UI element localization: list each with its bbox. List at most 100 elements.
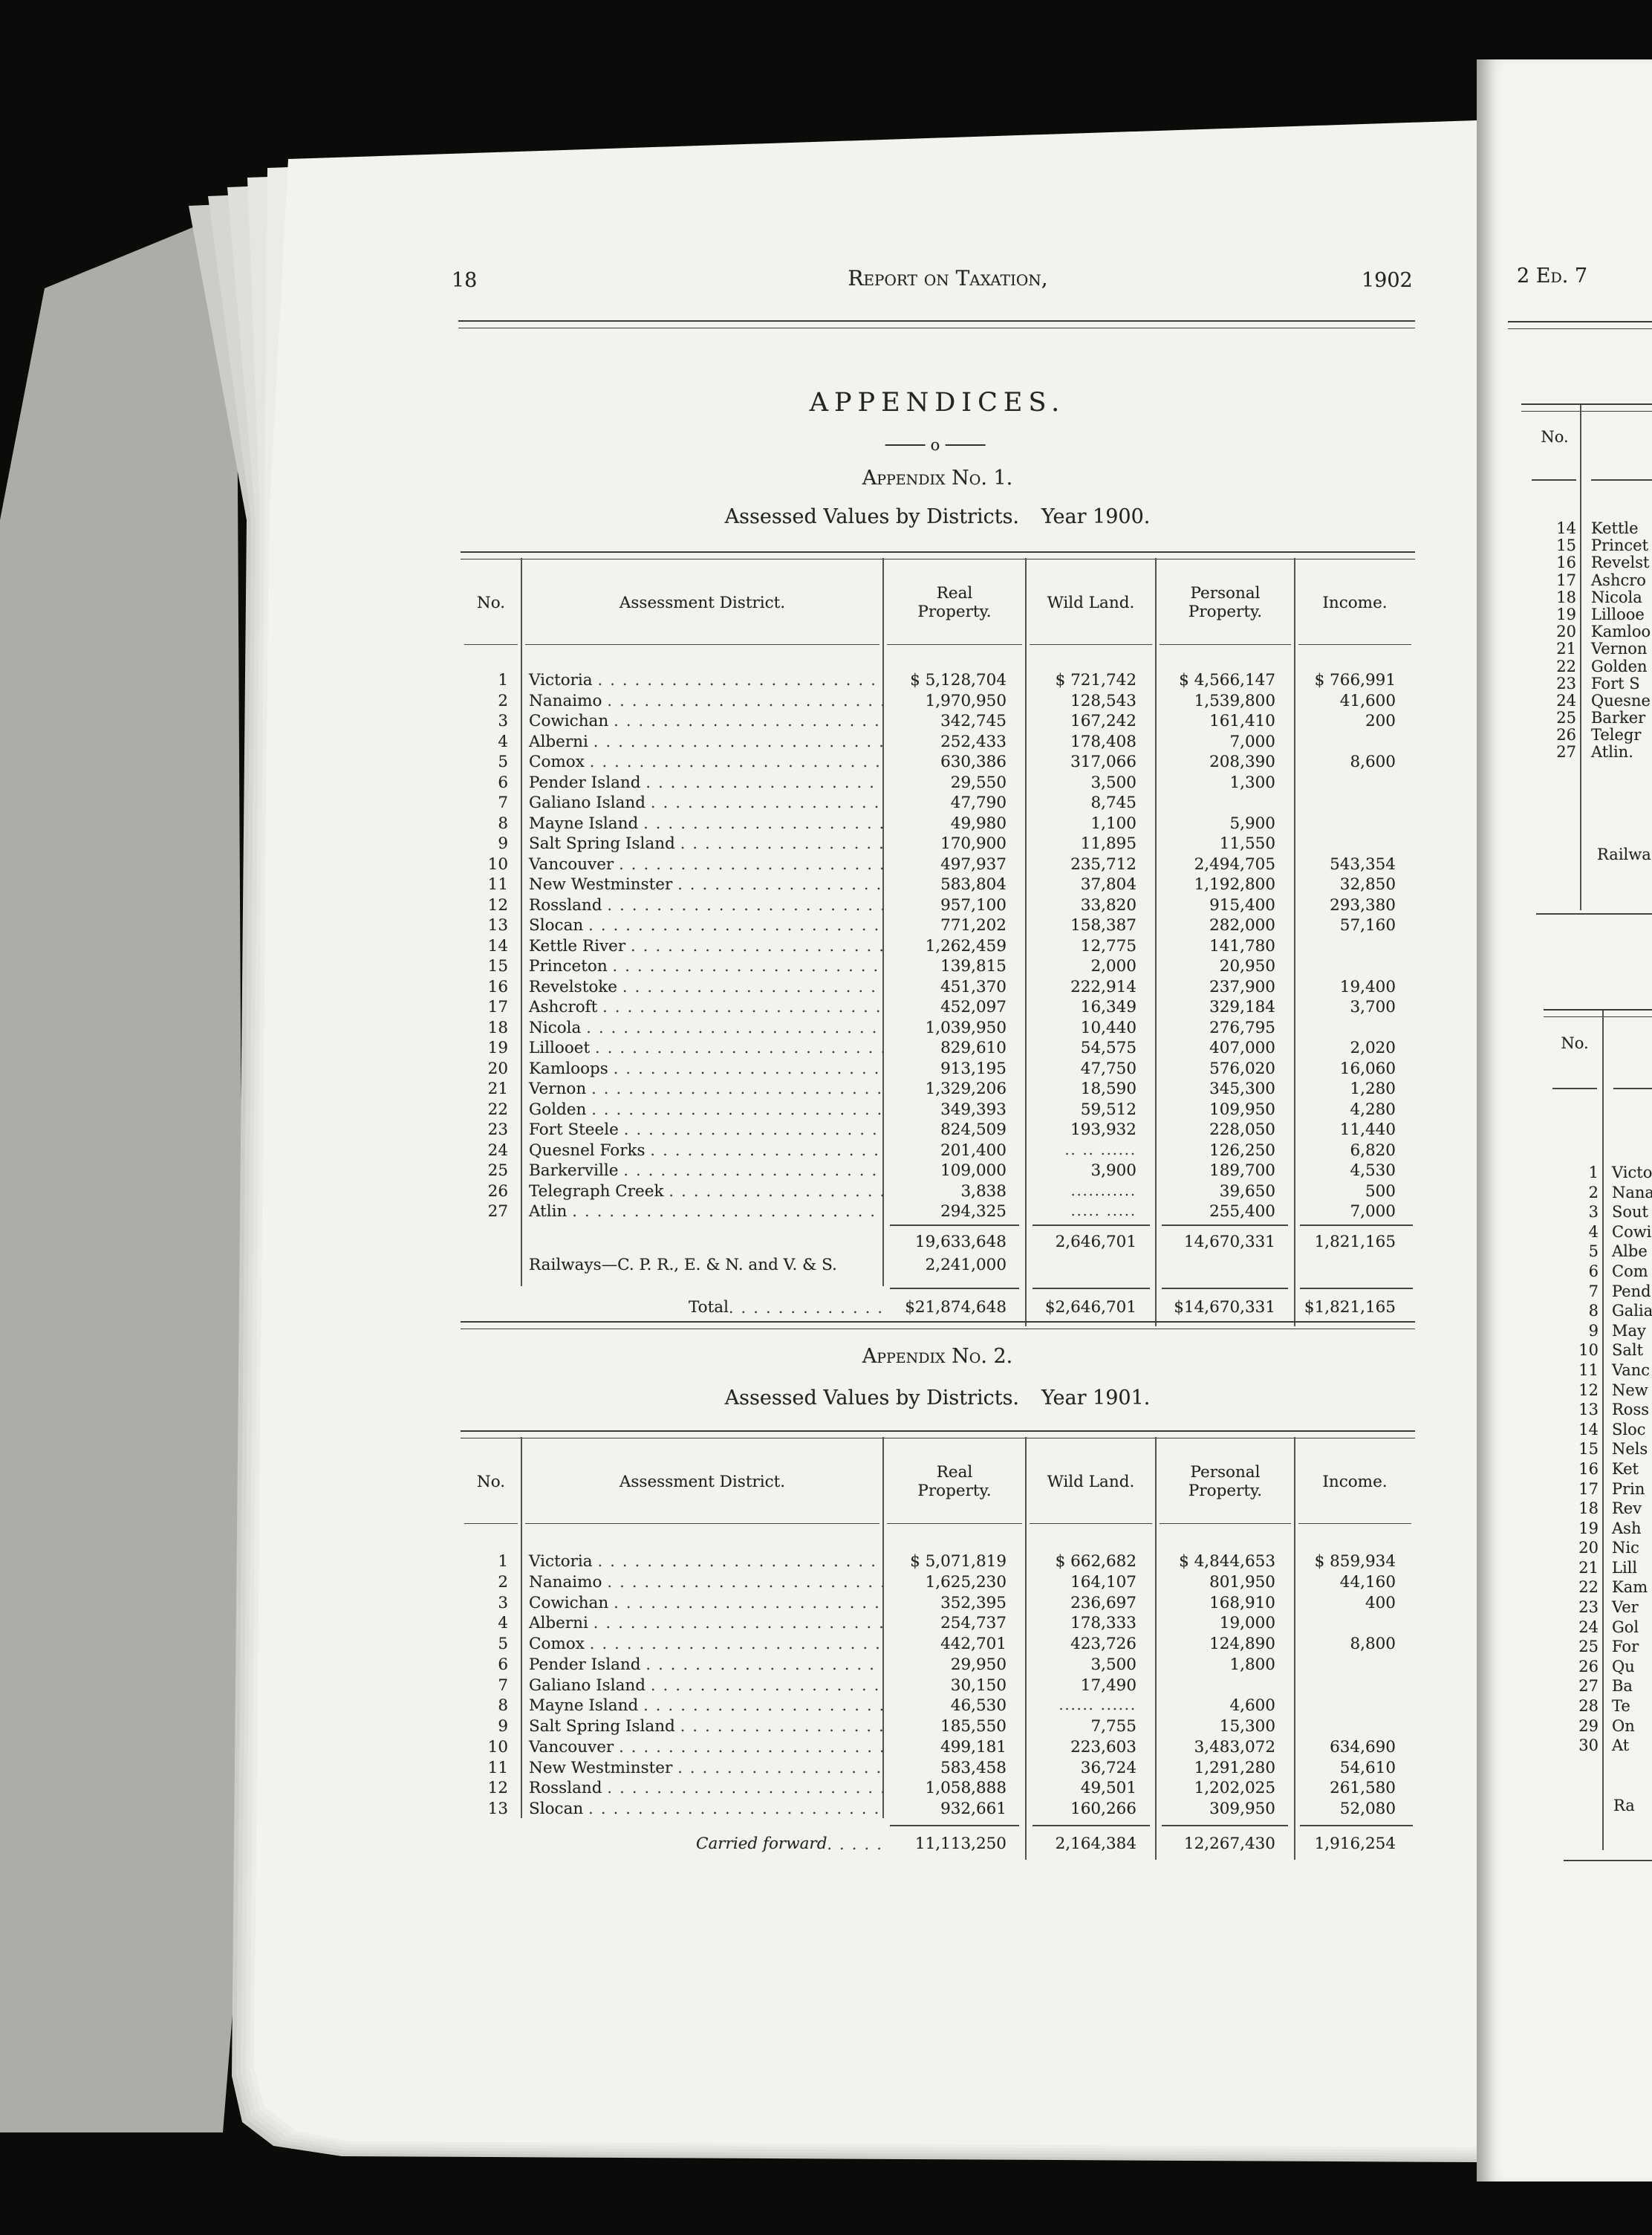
- table-row: 12 New: [1515, 1381, 1652, 1401]
- cell-no: 5: [498, 1635, 508, 1653]
- cell-district: Kamloops: [521, 1059, 883, 1080]
- dot-leader: [608, 691, 883, 712]
- table-row: 23 Fort S: [1515, 675, 1652, 692]
- cell-no: 10: [487, 854, 508, 874]
- cell-no: 8: [498, 1696, 508, 1716]
- cell-district: Nana: [1612, 1183, 1652, 1201]
- appendix1-subheading: Assessed Values by Districts. Year 1900.: [724, 505, 1151, 528]
- cell-wild: $ 662,682: [1055, 1552, 1136, 1571]
- cell-real: $ 5,071,819: [910, 1552, 1007, 1571]
- cell-district: Nels: [1612, 1440, 1648, 1459]
- right-upper-table-top-rule: [1521, 403, 1652, 412]
- cell-wild: 3,900: [1090, 1161, 1136, 1180]
- cell-no: 10: [1578, 1341, 1599, 1360]
- dot-leader: [594, 1613, 883, 1634]
- cell-district: Slocan: [521, 915, 883, 936]
- table-row: 25 Barker: [1515, 709, 1652, 727]
- table-body: 1 Victoria $ 5,071,819 $ 662,682 $ 4,844,653…: [461, 1551, 1415, 1820]
- cell-income: 634,690: [1330, 1737, 1396, 1756]
- right-upper-table-body: 14 Kettle 15 Princet 16 Revelst 17 Ashcro 18 Nico…: [1515, 519, 1652, 762]
- cell-personal: 4,600: [1229, 1696, 1275, 1716]
- cell-wild: 2,000: [1090, 957, 1136, 976]
- cell-no: 1: [1588, 1164, 1599, 1181]
- cell-wild: 1,100: [1090, 814, 1136, 833]
- cell-district: Ashcro: [1591, 571, 1646, 589]
- table-row: 21 Lill: [1515, 1558, 1652, 1578]
- dot-leader: [608, 1572, 883, 1593]
- cell-income: 8,800: [1350, 1635, 1396, 1653]
- subtotal-income: 1,821,165: [1314, 1233, 1396, 1251]
- cell-personal: 915,400: [1209, 895, 1275, 915]
- table-header-row: No. Assessment District. Real Property. …: [461, 560, 1415, 645]
- cell-no: 25: [1578, 1638, 1599, 1656]
- cell-district: Lill: [1612, 1558, 1638, 1577]
- dot-leader: [591, 1100, 883, 1120]
- cell-no: 6: [1588, 1262, 1599, 1280]
- cell-district: Princet: [1591, 536, 1649, 555]
- cell-no: 15: [487, 957, 508, 976]
- column-header-personal-property: Personal Property.: [1156, 1439, 1295, 1524]
- cell-real: 46,530: [950, 1696, 1007, 1716]
- cell-district: Com: [1612, 1262, 1648, 1280]
- cell-real: 109,000: [940, 1161, 1007, 1180]
- table-row: 4 Alberni 252,433 178,408 7,000: [461, 732, 1415, 753]
- table-row: 27 Atlin.: [1515, 744, 1652, 761]
- head-rule: [458, 320, 1415, 328]
- column-rule: [1294, 1437, 1295, 1860]
- cell-district: Cowichan: [521, 711, 883, 732]
- cell-no: 23: [487, 1120, 508, 1139]
- cell-no: 20: [487, 1059, 508, 1078]
- table-row: 13 Slocan 932,661 160,266 309,950 52,080: [461, 1799, 1415, 1820]
- dot-leader: [614, 1593, 883, 1614]
- cell-wild: .. .. ......: [1064, 1141, 1136, 1158]
- table-row: 6 Pender Island 29,950 3,500 1,800: [461, 1655, 1415, 1676]
- cell-real: 497,937: [940, 854, 1007, 874]
- dot-leader: [827, 1833, 883, 1855]
- cell-income: 293,380: [1330, 895, 1396, 915]
- cell-no: 13: [487, 916, 508, 935]
- table-row: 9 May: [1515, 1321, 1652, 1341]
- cell-district: Cowi: [1612, 1222, 1652, 1241]
- railways-row: Railways—C. P. R., E. & N. and V. & S. 2…: [461, 1255, 1415, 1276]
- dot-leader: [619, 854, 883, 875]
- cell-district: Princeton: [521, 956, 883, 977]
- table-row: 14 Kettle River 1,262,459 12,775 141,780: [461, 936, 1415, 957]
- cell-no: 3: [498, 1593, 508, 1612]
- appendix2-year: Year 1901.: [1041, 1386, 1151, 1410]
- table-row: 20 Kamloo: [1515, 623, 1652, 640]
- cell-district: Comox: [521, 1634, 883, 1655]
- railways-label-partial: Railwa: [1597, 846, 1651, 863]
- dot-leader: [614, 711, 883, 732]
- dot-leader: [588, 915, 883, 936]
- cell-wild: 33,820: [1080, 895, 1136, 915]
- cell-real: 201,400: [940, 1141, 1007, 1160]
- cell-no: 23: [1556, 674, 1576, 692]
- dot-leader: [651, 1676, 883, 1696]
- cell-wild: ...........: [1070, 1182, 1136, 1199]
- cell-wild: 54,575: [1080, 1039, 1136, 1057]
- cell-no: 7: [498, 1676, 508, 1695]
- cell-personal: 19,000: [1219, 1614, 1275, 1633]
- cell-personal: $ 4,844,653: [1179, 1552, 1275, 1571]
- cell-real: 1,262,459: [925, 936, 1007, 956]
- cell-wild: 18,590: [1080, 1080, 1136, 1098]
- table-row: 12 Rossland 957,100 33,820 915,400 293,380: [461, 895, 1415, 916]
- cell-no: 9: [498, 834, 508, 853]
- cell-wild: 8,745: [1090, 794, 1136, 812]
- table-row: 13 Slocan 771,202 158,387 282,000 57,160: [461, 915, 1415, 936]
- dot-leader: [643, 814, 883, 834]
- dot-leader: [572, 1201, 883, 1222]
- cell-real: 824,509: [940, 1120, 1007, 1139]
- cell-no: 28: [1578, 1697, 1599, 1716]
- cell-real: 294,325: [940, 1202, 1007, 1221]
- dot-leader: [680, 834, 883, 854]
- table-row: 3 Cowichan 352,395 236,697 168,910 400: [461, 1593, 1415, 1614]
- cell-real: 957,100: [940, 895, 1007, 915]
- column-header-no: No.: [461, 1439, 521, 1524]
- cell-wild: 17,490: [1080, 1676, 1136, 1695]
- cell-no: 4: [1588, 1222, 1599, 1241]
- dot-leader: [591, 1079, 883, 1100]
- table-row: 7 Galiano Island 47,790 8,745: [461, 793, 1415, 814]
